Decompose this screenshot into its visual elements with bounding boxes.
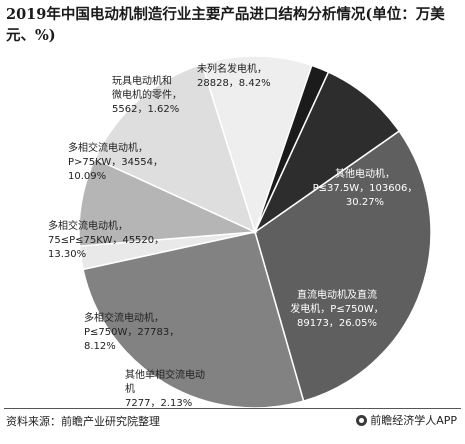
slice-label: 多相交流电动机， 75≤P≤75KW，45520， 13.30% [48,219,164,260]
pie-slice [82,231,305,409]
brand-logo: 前瞻经济学人APP [356,412,457,428]
pie-slice [253,71,401,235]
slice-label: 玩具电动机和微电机的零件， 5562，1.62% [112,74,182,115]
qianzhan-logo-icon [356,414,368,426]
footer-divider [4,408,461,409]
slice-label: 多相交流电动机， P≤750W，27783， 8.12% [84,311,179,352]
slice-label: 多相交流电动机， P>75KW，34554， 10.09% [68,141,163,182]
slice-label: 未列名发电机， 28828，8.42% [197,62,271,89]
pie-slice [254,130,432,403]
chart-title: 2019年中国电动机制造行业主要产品进口结构分析情况(单位：万美元、%) [6,6,445,44]
slice-label: 直流电动机及直流发电机，P≤750W， 89173，26.05% [290,288,383,329]
slice-label: 其他单相交流电动机 7277，2.13% [125,368,205,409]
pie-slice [78,157,258,247]
slice-label: 其他电动机， P≤37.5W，103606， 30.27% [313,167,418,208]
source-note: 资料来源：前瞻产业研究院整理 [6,415,160,428]
pie-slice [201,55,313,235]
brand-name: 前瞻经济学人APP [370,414,457,427]
